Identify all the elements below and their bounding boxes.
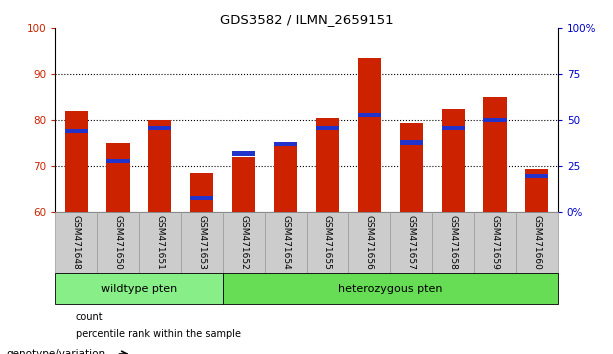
Bar (181, 212, 223, 273)
Bar (348, 212, 390, 273)
Text: GSM471657: GSM471657 (406, 215, 416, 270)
Bar (516, 212, 558, 273)
Bar (55, 273, 223, 304)
Bar (55, 212, 97, 273)
Bar (525, 169, 549, 212)
Bar (358, 58, 381, 212)
Text: GSM471655: GSM471655 (323, 215, 332, 270)
Text: GSM471656: GSM471656 (365, 215, 374, 270)
Bar (432, 212, 474, 273)
Text: GSM471658: GSM471658 (449, 215, 458, 270)
Text: genotype/variation: genotype/variation (6, 349, 105, 354)
Bar (316, 126, 339, 130)
Bar (107, 143, 129, 212)
Text: wildtype pten: wildtype pten (101, 284, 177, 293)
Bar (61, 333, 66, 334)
Text: GSM471650: GSM471650 (113, 215, 123, 270)
Bar (139, 212, 181, 273)
Bar (306, 212, 348, 273)
Bar (316, 118, 339, 212)
Text: heterozygous pten: heterozygous pten (338, 284, 443, 293)
Bar (97, 212, 139, 273)
Bar (274, 146, 297, 212)
Bar (223, 212, 265, 273)
Text: GSM471654: GSM471654 (281, 215, 290, 270)
Text: GSM471653: GSM471653 (197, 215, 207, 270)
Bar (148, 120, 172, 212)
Bar (400, 141, 423, 144)
Bar (525, 173, 549, 178)
Bar (400, 123, 423, 212)
Title: GDS3582 / ILMN_2659151: GDS3582 / ILMN_2659151 (219, 13, 394, 26)
Bar (64, 111, 88, 212)
Text: GSM471651: GSM471651 (155, 215, 164, 270)
Text: GSM471652: GSM471652 (239, 215, 248, 270)
Bar (484, 97, 506, 212)
Bar (265, 212, 306, 273)
Bar (474, 212, 516, 273)
Text: GSM471659: GSM471659 (490, 215, 500, 270)
Text: count: count (75, 312, 103, 322)
Bar (148, 126, 172, 130)
Text: GSM471648: GSM471648 (72, 215, 81, 270)
Text: GSM471660: GSM471660 (532, 215, 541, 270)
Bar (232, 157, 255, 212)
Bar (61, 316, 66, 317)
Bar (441, 126, 465, 130)
Bar (190, 173, 213, 212)
Bar (390, 212, 432, 273)
Bar (223, 273, 558, 304)
Bar (358, 113, 381, 117)
Bar (274, 142, 297, 146)
Bar (484, 118, 506, 122)
Bar (107, 159, 129, 163)
Bar (190, 196, 213, 200)
Bar (232, 152, 255, 155)
Bar (441, 109, 465, 212)
Bar (64, 129, 88, 133)
Text: percentile rank within the sample: percentile rank within the sample (75, 329, 241, 339)
